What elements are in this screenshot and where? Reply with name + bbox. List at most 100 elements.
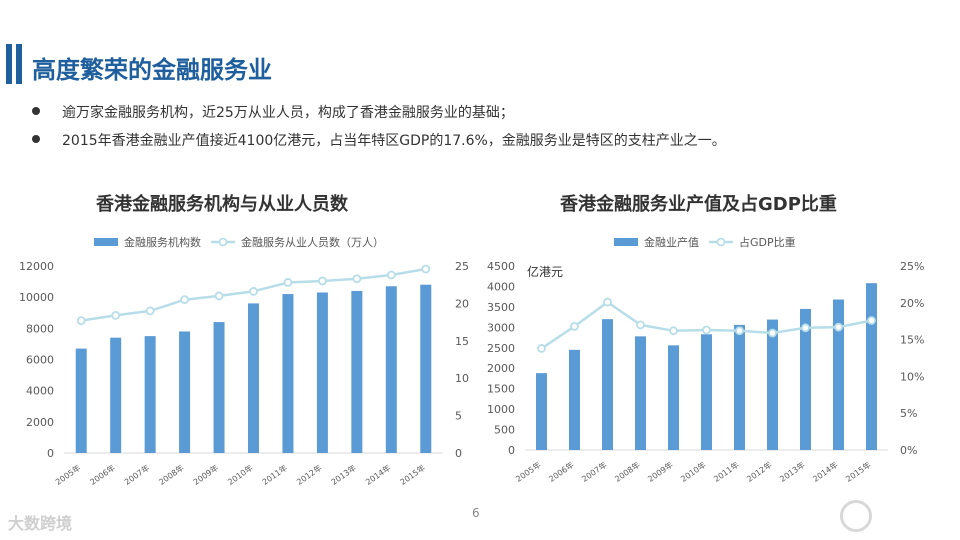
line-point bbox=[214, 291, 224, 301]
x-tick-label: 2007年 bbox=[122, 462, 151, 486]
x-tick-label: 2011年 bbox=[260, 462, 289, 486]
legend-line-marker bbox=[716, 237, 726, 247]
legend-line-marker bbox=[218, 237, 228, 247]
line-point bbox=[318, 276, 327, 286]
y-right-tick-label: 15% bbox=[900, 334, 924, 347]
x-tick-label: 2012年 bbox=[745, 459, 774, 483]
x-tick-label: 2009年 bbox=[191, 462, 220, 486]
y-left-tick-label: 0 bbox=[47, 447, 54, 460]
bar bbox=[668, 345, 679, 450]
y-left-tick-label: 4000 bbox=[487, 280, 515, 293]
x-tick-label: 2015年 bbox=[844, 459, 873, 483]
y-left-tick-label: 4000 bbox=[26, 385, 54, 398]
x-tick-label: 2014年 bbox=[811, 459, 840, 483]
line-point bbox=[570, 321, 579, 331]
bar bbox=[282, 294, 294, 453]
y-right-tick-label: 10 bbox=[455, 372, 469, 385]
x-tick-label: 2008年 bbox=[157, 462, 186, 486]
bullet-text: 逾万家金融服务机构，近25万从业人员，构成了香港金融服务业的基础； bbox=[62, 105, 514, 121]
x-tick-label: 2010年 bbox=[226, 462, 255, 486]
bullet-item: 逾万家金融服务机构，近25万从业人员，构成了香港金融服务业的基础； bbox=[30, 102, 930, 130]
bar bbox=[734, 324, 745, 450]
line-point bbox=[352, 274, 362, 284]
y-right-tick-label: 15 bbox=[455, 335, 469, 348]
x-tick-label: 2011年 bbox=[712, 459, 741, 483]
y-left-tick-label: 2000 bbox=[26, 416, 54, 429]
line-point bbox=[669, 326, 678, 336]
bar bbox=[800, 308, 811, 450]
bullet-dot-icon bbox=[32, 107, 40, 115]
y-right-tick-label: 20% bbox=[900, 297, 924, 310]
line-point bbox=[421, 264, 431, 274]
y-left-tick-label: 1000 bbox=[487, 403, 515, 416]
y-left-tick-label: 12000 bbox=[19, 260, 54, 273]
y-left-tick-label: 4500 bbox=[487, 260, 515, 273]
bar bbox=[110, 337, 122, 453]
y-right-tick-label: 25 bbox=[455, 260, 469, 273]
x-tick-label: 2005年 bbox=[53, 462, 82, 486]
bar bbox=[833, 299, 844, 450]
line-point bbox=[386, 270, 396, 280]
y-left-tick-label: 1500 bbox=[487, 383, 515, 396]
y-left-tick-label: 0 bbox=[508, 444, 515, 457]
bar bbox=[635, 336, 646, 450]
x-tick-label: 2010年 bbox=[679, 459, 708, 483]
bar bbox=[179, 331, 191, 453]
bar bbox=[248, 303, 259, 453]
x-tick-label: 2006年 bbox=[547, 459, 576, 483]
line-point bbox=[768, 328, 777, 338]
x-tick-label: 2005年 bbox=[514, 459, 543, 483]
line-point bbox=[801, 323, 810, 333]
bar bbox=[316, 292, 328, 453]
line-point bbox=[702, 325, 711, 335]
bar bbox=[144, 336, 156, 453]
y-left-tick-label: 3000 bbox=[487, 321, 515, 334]
x-tick-label: 2009年 bbox=[646, 459, 675, 483]
y-right-tick-label: 25% bbox=[900, 260, 924, 273]
x-tick-label: 2012年 bbox=[295, 462, 324, 486]
y-right-tick-label: 0% bbox=[900, 444, 917, 457]
bar bbox=[420, 284, 432, 453]
title-accent-bar bbox=[0, 44, 26, 84]
y-right-tick-label: 0 bbox=[455, 447, 462, 460]
y-left-unit-label: 亿港元 bbox=[527, 264, 563, 279]
bullet-dot-icon bbox=[32, 135, 40, 143]
chart-1-title: 香港金融服务机构与从业人员数 bbox=[96, 194, 348, 215]
bar bbox=[701, 334, 712, 450]
bar bbox=[213, 322, 225, 453]
bar bbox=[767, 319, 778, 450]
bullet-list: 逾万家金融服务机构，近25万从业人员，构成了香港金融服务业的基础； 2015年香… bbox=[30, 102, 930, 158]
y-right-tick-label: 10% bbox=[900, 370, 924, 383]
y-right-tick-label: 5% bbox=[900, 407, 917, 420]
line-point bbox=[145, 306, 155, 316]
line-point bbox=[249, 287, 258, 296]
chart-2-title: 香港金融服务业产值及占GDP比重 bbox=[560, 194, 837, 215]
y-left-tick-label: 8000 bbox=[26, 322, 54, 335]
legend-label: 金融服务机构数 bbox=[124, 235, 201, 249]
legend-bar-swatch bbox=[614, 238, 638, 246]
swirl-logo-icon bbox=[840, 500, 872, 532]
line-point bbox=[180, 295, 189, 305]
line-point bbox=[867, 316, 876, 325]
line-point bbox=[834, 322, 843, 332]
bar bbox=[602, 319, 613, 450]
bar bbox=[569, 349, 580, 450]
bar bbox=[351, 290, 363, 453]
y-left-tick-label: 500 bbox=[494, 424, 515, 437]
y-left-tick-label: 2500 bbox=[487, 342, 515, 355]
line-point bbox=[636, 320, 645, 330]
x-tick-label: 2006年 bbox=[88, 462, 117, 486]
y-right-tick-label: 20 bbox=[455, 297, 469, 310]
x-tick-label: 2008年 bbox=[613, 459, 642, 483]
y-left-tick-label: 6000 bbox=[26, 354, 54, 367]
x-tick-label: 2013年 bbox=[329, 462, 358, 486]
line-point bbox=[603, 297, 612, 307]
legend-bar-swatch bbox=[94, 238, 118, 246]
bullet-text: 2015年香港金融业产值接近4100亿港元，占当年特区GDP的17.6%，金融服… bbox=[62, 133, 726, 149]
y-left-tick-label: 3500 bbox=[487, 301, 515, 314]
x-tick-label: 2007年 bbox=[580, 459, 609, 483]
bar bbox=[866, 283, 877, 450]
bar bbox=[536, 373, 547, 450]
line-point bbox=[76, 316, 86, 326]
